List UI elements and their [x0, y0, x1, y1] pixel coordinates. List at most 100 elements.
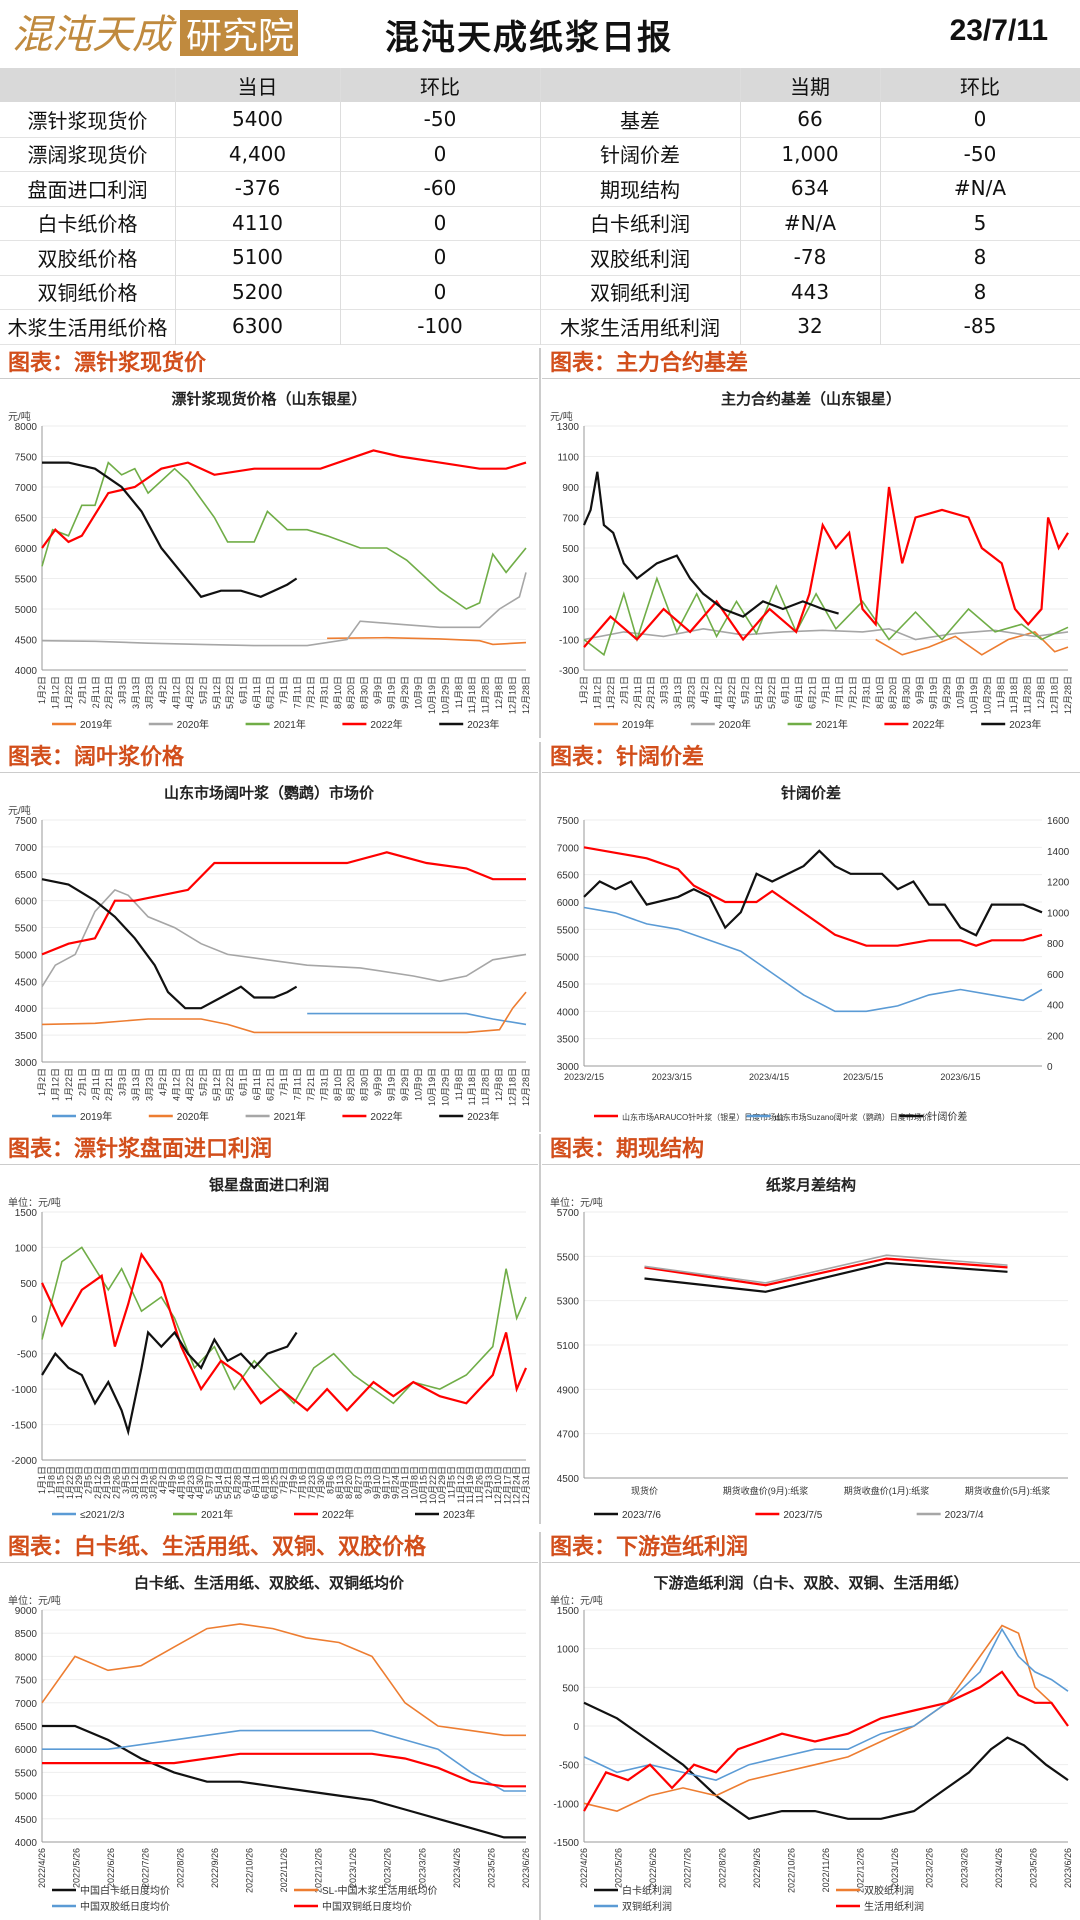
x-tick-label: 7月21日	[848, 676, 858, 709]
x-tick-label: 4月2日	[700, 676, 710, 704]
summary-table: 当日 环比 当期 环比 漂针浆现货价 5400 -50 基差 66 0 漂阔浆现货价 4,400 0 针阔…	[0, 68, 1080, 345]
row-change: 8	[973, 279, 987, 304]
x-tick-label: 1月22日	[65, 1466, 75, 1499]
y-tick-label: 1500	[557, 1606, 580, 1617]
legend-label: 中国双铜纸日度均价	[322, 1900, 412, 1913]
x-tick-label: 9月29日	[942, 676, 952, 709]
x-tick-label: 5月12日	[212, 676, 222, 709]
legend-label: 2020年	[719, 718, 751, 731]
x-tick-label: 9月19日	[387, 1068, 397, 1101]
chart-panel: 银星盘面进口利润 单位：元/吨 -2000 -1500 -1000 -500 0 500 100…	[0, 1168, 538, 1526]
y-tick-label: 3500	[557, 1035, 580, 1046]
x-tick-label: 9月17日	[381, 1466, 391, 1499]
y2-tick-label: 1600	[1047, 816, 1070, 827]
y-tick-label: 4500	[15, 636, 38, 647]
x-tick-label: 12月24日	[512, 1466, 522, 1504]
row-change: -50	[963, 141, 997, 166]
y-tick-label: -500	[17, 1350, 37, 1361]
column-separator	[539, 742, 541, 1132]
x-tick-label: 10月19日	[427, 1068, 437, 1106]
y-tick-label: 5700	[557, 1208, 580, 1219]
x-tick-label: 6月21日	[266, 676, 276, 709]
x-tick-label: 4月2日	[158, 1068, 168, 1096]
x-tick-label: 7月1日	[821, 676, 831, 704]
series-line-2	[41, 1246, 527, 1405]
x-tick-label: 7月16日	[298, 1466, 308, 1499]
row-label: 期现结构	[600, 177, 680, 202]
x-tick-label: 2023/5/15	[843, 1072, 883, 1082]
legend-label: SL-中国木浆生活用纸均价	[322, 1884, 438, 1897]
series-line-2	[583, 1624, 1069, 1812]
x-tick-label: 2月1日	[619, 676, 629, 704]
table-row: 白卡纸价格 4110 0 白卡纸利润 #N/A 5	[0, 206, 1080, 240]
row-value: 6300	[232, 314, 283, 338]
y-tick-label: 6000	[15, 897, 38, 908]
series-line-5	[42, 461, 298, 599]
y-tick-label: 7500	[15, 1676, 38, 1687]
row-label: 漂阔浆现货价	[27, 143, 148, 167]
y-tick-label: 7500	[15, 453, 38, 464]
x-tick-label: 6月25日	[270, 1466, 280, 1499]
series-line-1	[307, 1012, 527, 1026]
x-tick-label: 1月22日	[64, 1068, 74, 1101]
x-tick-label: 2022/4/26	[579, 1848, 589, 1888]
y-tick-label: 4500	[557, 980, 580, 991]
x-tick-label: 12月10日	[493, 1466, 503, 1504]
x-tick-label: 8月20日	[346, 676, 356, 709]
x-tick-label: 5月12日	[212, 1068, 222, 1101]
x-tick-label: 8月20日	[344, 1466, 354, 1499]
x-tick-label: 2月1日	[77, 676, 87, 704]
chart-svg: 主力合约基差（山东银星） 元/吨 -300 -100 100 300 500 700 900 11…	[550, 390, 1073, 731]
x-tick-label: 3月13日	[131, 1068, 141, 1101]
row-value: 634	[790, 176, 830, 200]
chart-title: 纸浆月差结构	[766, 1176, 856, 1194]
y-tick-label: 6000	[557, 898, 580, 909]
section-title: 图表：白卡纸、生活用纸、双铜、双胶价格	[0, 1532, 538, 1562]
x-tick-label: 10月29日	[440, 676, 450, 714]
x-tick-label: 2月19日	[102, 1466, 112, 1499]
x-tick-label: 11月28日	[1023, 676, 1033, 713]
report-title: 混沌天成纸浆日报	[385, 18, 673, 58]
row-change: 5	[973, 210, 987, 235]
x-tick-label: 6月21日	[808, 676, 818, 709]
row-value: 5200	[232, 279, 283, 304]
y-tick-label: 1300	[557, 422, 580, 433]
x-tick-label: 3月23日	[145, 1068, 155, 1101]
y-tick-label: 300	[562, 575, 579, 586]
x-tick-label: 9月29日	[400, 1068, 410, 1101]
x-tick-label: 11月8日	[454, 1068, 464, 1100]
x-tick-label: 10月19日	[427, 676, 437, 714]
x-tick-label: 8月20日	[888, 676, 898, 709]
x-tick-label: 6月4日	[242, 1466, 252, 1494]
x-tick-label: 7月11日	[292, 1068, 302, 1100]
y-tick-label: -1500	[553, 1838, 579, 1849]
x-tick-label: 4月30日	[195, 1466, 205, 1499]
x-tick-label: 11月28日	[481, 1068, 491, 1105]
x-tick-label: 8月10日	[875, 676, 885, 709]
x-tick-label: 4月2日	[158, 1466, 168, 1494]
x-tick-label: 12月18日	[508, 676, 518, 714]
series-line-2	[583, 906, 1043, 1013]
y-tick-label: 3500	[15, 1031, 38, 1042]
x-tick-label: 2022/8/26	[717, 1848, 727, 1888]
x-tick-label: 10月29日	[440, 1068, 450, 1106]
series-line-3	[42, 1729, 526, 1792]
table-row: 漂阔浆现货价 4,400 0 针阔价差 1,000 -50	[0, 137, 1080, 171]
y-tick-label: 0	[573, 1722, 579, 1733]
x-tick-label: 11月18日	[467, 676, 477, 713]
chart-svg: 下游造纸利润（白卡、双胶、双铜、生活用纸） 单位：元/吨 -1500 -1000 -50…	[550, 1574, 1073, 1913]
x-tick-label: 6月11日	[794, 676, 804, 708]
section-divider	[542, 1164, 1080, 1165]
legend-label: 2023年	[467, 1110, 499, 1123]
y-tick-label: 8500	[15, 1629, 38, 1640]
section-title: 图表：主力合约基差	[542, 348, 1080, 378]
x-tick-label: 2022/4/26	[37, 1848, 47, 1888]
section-title: 图表：针阔价差	[542, 742, 1080, 772]
y-tick-label: 4700	[557, 1430, 580, 1441]
chart-title: 白卡纸、生活用纸、双胶纸、双铜纸均价	[134, 1574, 405, 1592]
y-tick-label: 7000	[15, 1699, 38, 1710]
section-title: 图表：期现结构	[542, 1134, 1080, 1164]
report-header: 混沌天成 研究院 混沌天成纸浆日报 23/7/11	[0, 0, 1080, 69]
series-line-4	[583, 1670, 1069, 1812]
